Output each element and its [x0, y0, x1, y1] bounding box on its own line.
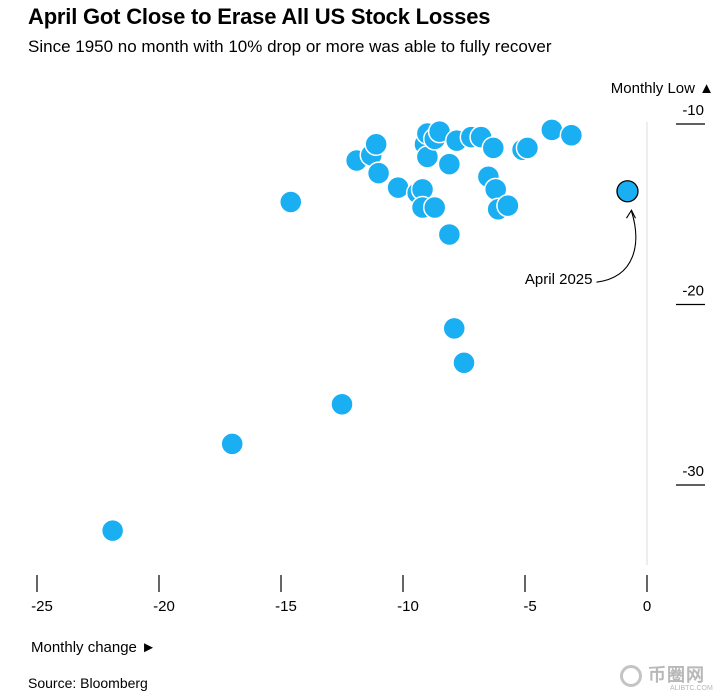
watermark-subtext: ALIBTC.COM: [670, 685, 713, 692]
data-point: [496, 193, 520, 218]
data-point: [515, 136, 540, 160]
point-layer: [100, 118, 639, 543]
data-point: [452, 350, 476, 375]
data-point: [437, 152, 462, 176]
annotation-label: April 2025: [525, 271, 593, 288]
data-point: [100, 518, 125, 543]
watermark-text: 币圈网: [648, 665, 705, 685]
source-note: Source: Bloomberg: [28, 675, 148, 691]
coin-icon: [620, 665, 642, 687]
watermark-logo: 币圈网 ALIBTC.COM: [618, 659, 722, 697]
data-point: [437, 222, 462, 247]
data-point: [442, 316, 466, 341]
y-tick-label: -10: [682, 102, 704, 119]
data-point: [386, 175, 410, 200]
x-tick-label: 0: [643, 598, 651, 615]
axis-layer: -25 -20 -15 -10 -5 0 -10 -20 -30: [31, 102, 705, 615]
y-axis-label: Monthly Low ▲: [611, 80, 714, 97]
y-tick-label: -30: [682, 463, 704, 480]
arrow-head: [626, 209, 636, 219]
data-point: [366, 161, 391, 185]
x-tick-label: -20: [153, 598, 175, 615]
chart-title: April Got Close to Erase All US Stock Lo…: [28, 4, 491, 29]
x-tick-label: -25: [31, 598, 53, 615]
y-tick-label: -20: [682, 283, 704, 300]
data-point: [330, 392, 354, 416]
annotation-arrow: [596, 211, 637, 283]
x-tick-label: -15: [275, 598, 297, 615]
data-point: [481, 136, 506, 160]
data-point: [540, 118, 564, 142]
data-point: [422, 195, 447, 220]
data-point: [559, 123, 584, 148]
annotation-layer: April 2025: [525, 209, 637, 288]
x-tick-label: -10: [397, 598, 419, 615]
x-tick-label: -5: [523, 598, 536, 615]
data-point: [364, 132, 388, 157]
x-axis-label: Monthly change ►: [31, 639, 156, 656]
data-point: [220, 432, 244, 456]
highlight-point: [616, 180, 639, 203]
data-point: [279, 190, 303, 214]
chart-subtitle: Since 1950 no month with 10% drop or mor…: [28, 37, 552, 56]
